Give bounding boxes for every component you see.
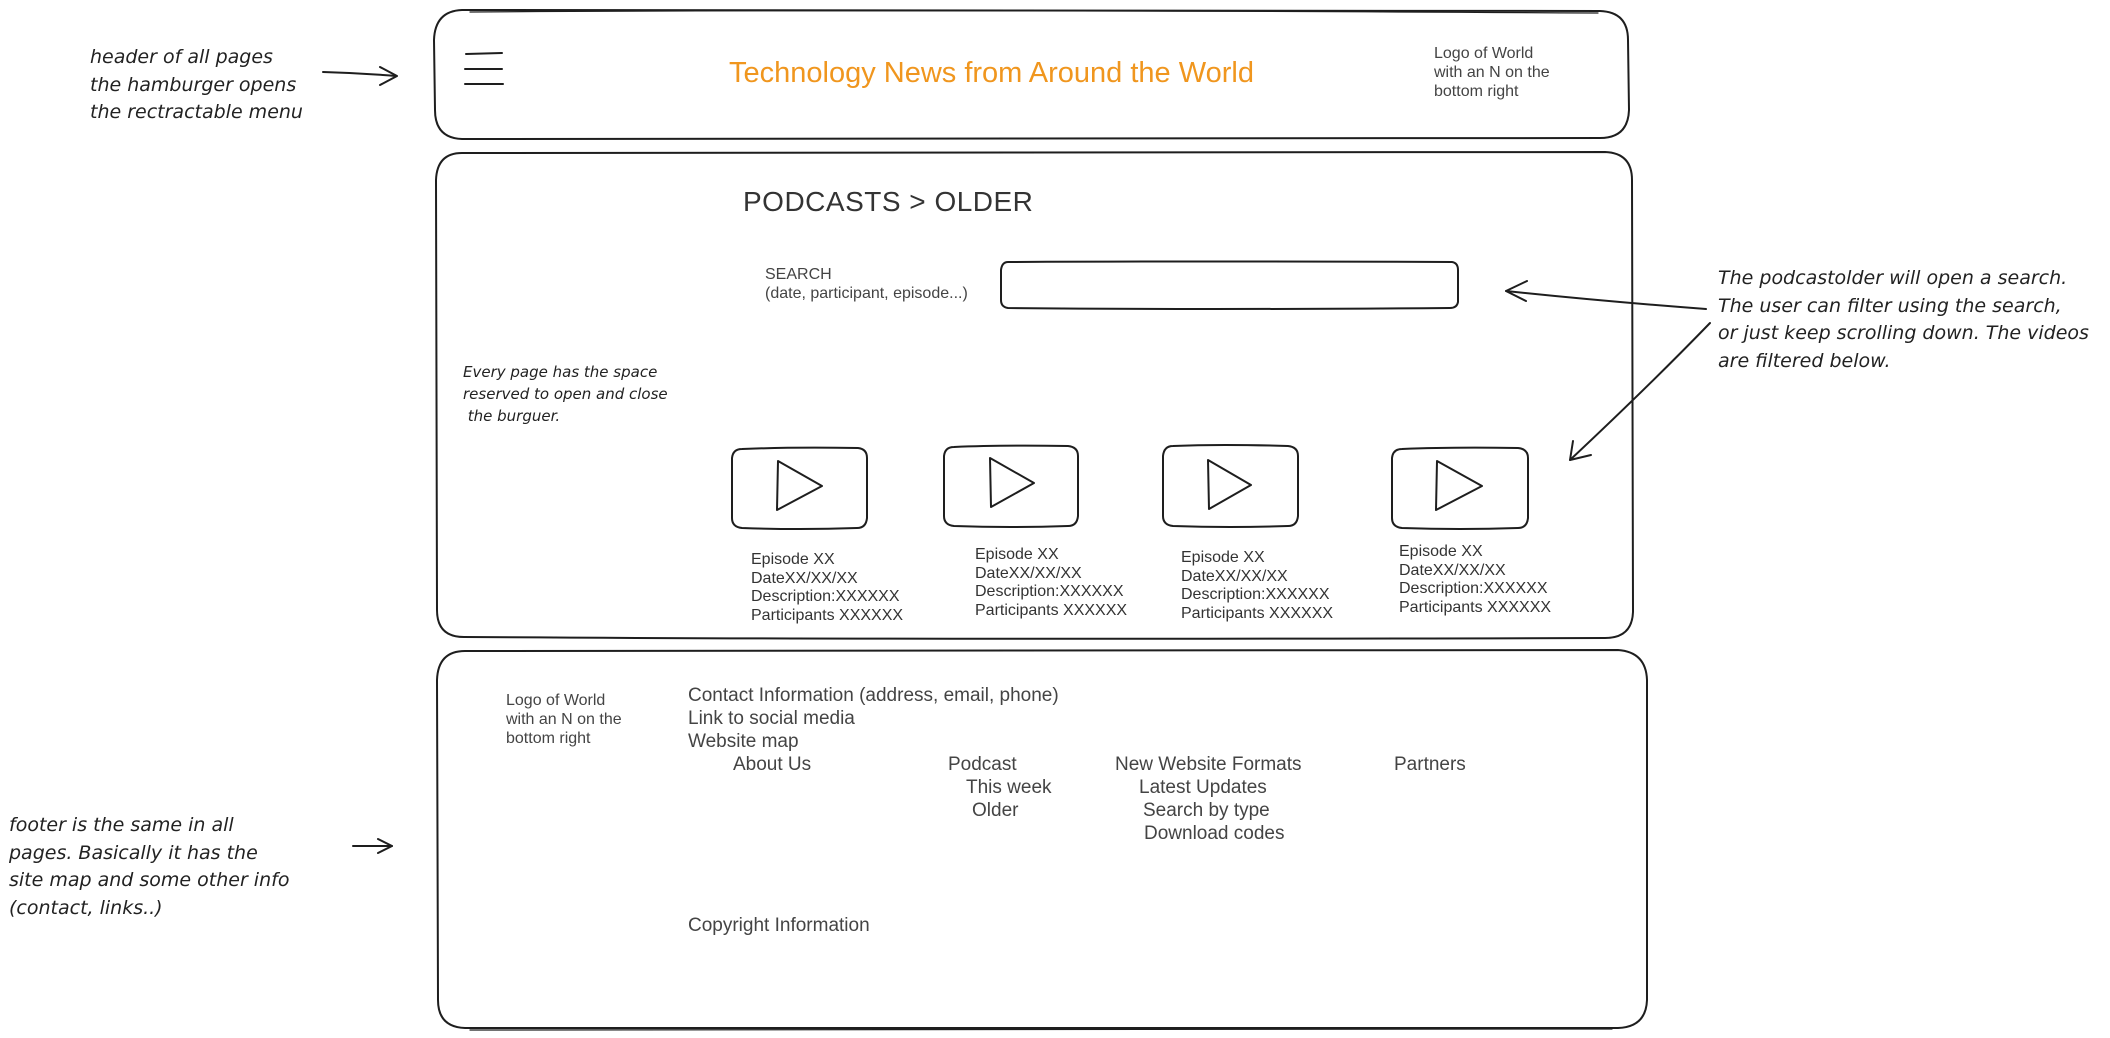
arrow-header-note [322,66,398,86]
hamburger-menu-button[interactable] [456,46,510,94]
episode-participants: Participants XXXXXX [1181,604,1334,622]
play-button-episode-3[interactable] [1163,445,1299,527]
search-label: SEARCH (date, participant, episode...) [765,265,968,303]
menu-space-annotation-line: reserved to open and close [463,384,668,403]
breadcrumb: PODCASTS > OLDER [743,186,1034,217]
search-annotation-line: The podcastolder will open a search. [1718,267,2068,289]
episode-description: Description:XXXXXX [751,588,900,605]
episode-participants: Participants XXXXXX [751,606,904,624]
episode-description: Description:XXXXXX [1181,586,1330,603]
sitemap-link-about-us[interactable]: About Us [733,754,812,775]
sitemap-link-older[interactable]: Older [972,800,1019,821]
search-label-line: (date, participant, episode...) [765,285,968,302]
arrow-search-note [1505,280,1707,310]
logo-line: Logo of World [1434,45,1534,62]
play-button-episode-4[interactable] [1392,448,1529,529]
episode-info-4: Episode XX DateXX/XX/XX Description:XXXX… [1399,543,1551,617]
search-input[interactable] [1006,266,1456,306]
search-label-line: SEARCH [765,266,832,283]
episode-date: DateXX/XX/XX [1399,561,1506,579]
header-annotation-line: header of all pages [90,46,273,68]
footer-logo: Logo of World with an N on the bottom ri… [506,691,622,748]
play-button-episode-1[interactable] [732,448,868,529]
header-annotation-line: the rectractable menu [90,101,303,124]
sitemap-link-podcast[interactable]: Podcast [948,754,1017,775]
episode-participants: Participants XXXXXX [1399,598,1552,616]
header-annotation: header of all pages the hamburger opens … [90,44,303,127]
episode-date: DateXX/XX/XX [1181,567,1288,585]
header-annotation-line: the hamburger opens [90,73,297,96]
footer-annotation-line: site map and some other info [9,869,290,892]
menu-space-annotation-line: Every page has the space [463,363,658,381]
episode-info-3: Episode XX DateXX/XX/XX Description:XXXX… [1181,549,1333,623]
episode-number: Episode XX [975,546,1059,563]
footer-annotation: footer is the same in all pages. Basical… [9,812,289,922]
episode-date: DateXX/XX/XX [751,569,858,587]
logo-line: bottom right [506,730,591,747]
sitemap-link-search-by-type[interactable]: Search by type [1143,800,1270,821]
search-annotation-line: are filtered below. [1718,349,1891,372]
episode-description: Description:XXXXXX [1399,580,1548,597]
footer-annotation-line: pages. Basically it has the [9,841,258,864]
logo-line: bottom right [1434,83,1519,100]
footer-annotation-line: footer is the same in all [9,814,234,836]
header-logo: Logo of World with an N on the bottom ri… [1434,44,1550,101]
site-title: Technology News from Around the World [729,57,1254,89]
arrow-footer-note [352,838,393,854]
footer-copyright: Copyright Information [688,915,870,936]
episode-description: Description:XXXXXX [975,583,1124,600]
logo-line: with an N on the [506,711,622,728]
menu-space-annotation: Every page has the space reserved to ope… [463,362,668,427]
footer-sitemap-label: Website map [688,731,799,752]
search-annotation-line: or just keep scrolling down. The videos [1718,322,2089,345]
sitemap-link-new-website-formats[interactable]: New Website Formats [1115,754,1302,775]
episode-date: DateXX/XX/XX [975,564,1082,582]
sitemap-link-this-week[interactable]: This week [966,777,1052,798]
episode-number: Episode XX [1181,549,1265,566]
episode-info-1: Episode XX DateXX/XX/XX Description:XXXX… [751,551,903,625]
sitemap-link-latest-updates[interactable]: Latest Updates [1139,777,1267,798]
sitemap-link-download-codes[interactable]: Download codes [1144,823,1285,844]
episode-info-2: Episode XX DateXX/XX/XX Description:XXXX… [975,546,1127,620]
play-button-episode-2[interactable] [944,446,1079,527]
arrow-thumbs-note [1569,322,1711,461]
search-annotation: The podcastolder will open a search. The… [1718,265,2089,375]
footer-contact[interactable]: Contact Information (address, email, pho… [688,685,1059,706]
footer-social-link[interactable]: Link to social media [688,708,855,729]
footer-annotation-line: (contact, links..) [9,896,163,919]
search-annotation-line: The user can filter using the search, [1718,294,2062,317]
episode-participants: Participants XXXXXX [975,601,1128,619]
menu-space-annotation-line: the burguer. [463,406,561,425]
episode-number: Episode XX [1399,543,1483,560]
sitemap-link-partners[interactable]: Partners [1394,754,1466,775]
episode-number: Episode XX [751,551,835,568]
logo-line: with an N on the [1434,64,1550,81]
logo-line: Logo of World [506,692,606,709]
